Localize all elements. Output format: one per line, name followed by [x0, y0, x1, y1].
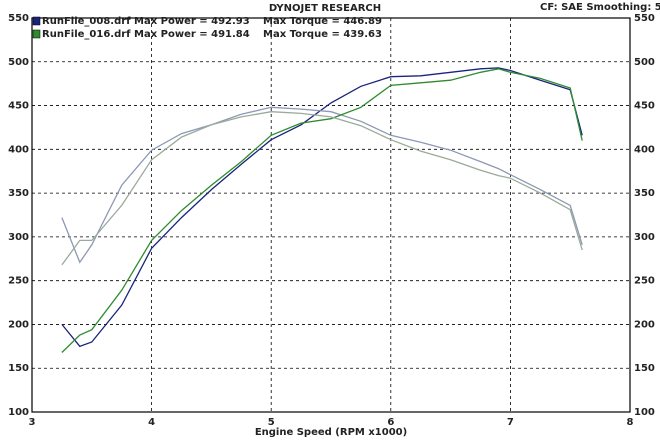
- y-tick-label: 550: [8, 13, 29, 24]
- legend-swatch: [32, 29, 41, 39]
- y2-tick-label: 250: [634, 276, 655, 287]
- plot-area: [31, 17, 631, 413]
- legend-label: Max Torque = 439.63: [263, 29, 382, 40]
- series-line: [61, 106, 583, 264]
- chart-subtitle: CF: SAE Smoothing: 5: [540, 2, 660, 13]
- x-tick-label: 4: [148, 417, 155, 428]
- legend-swatch: [32, 16, 41, 26]
- y-tick-label: 500: [8, 57, 29, 68]
- series-line: [61, 111, 583, 266]
- x-axis-label: Engine Speed (RPM x1000): [255, 427, 407, 438]
- x-tick-label: 7: [507, 417, 514, 428]
- y-tick-label: 100: [8, 407, 29, 418]
- x-tick-label: 6: [387, 417, 394, 428]
- y2-tick-label: 200: [634, 319, 655, 330]
- y-tick-label: 350: [8, 188, 29, 199]
- y2-tick-label: 350: [634, 188, 655, 199]
- series-line: [61, 67, 583, 348]
- y2-tick-label: 300: [634, 232, 655, 243]
- y-tick-label: 200: [8, 319, 29, 330]
- y2-tick-label: 150: [634, 363, 655, 374]
- x-tick-label: 3: [29, 417, 36, 428]
- x-tick-label: 8: [627, 417, 634, 428]
- series-line: [61, 68, 583, 353]
- y-tick-label: 250: [8, 276, 29, 287]
- y2-tick-label: 550: [634, 13, 655, 24]
- y2-tick-label: 450: [634, 101, 655, 112]
- legend-label: Max Torque = 446.89: [263, 16, 382, 27]
- y-tick-label: 450: [8, 101, 29, 112]
- y-tick-label: 400: [8, 144, 29, 155]
- y-tick-label: 300: [8, 232, 29, 243]
- legend-label: RunFile_016.drf Max Power = 491.84: [42, 29, 250, 40]
- chart-title: DYNOJET RESEARCH: [269, 3, 381, 14]
- y-tick-label: 150: [8, 363, 29, 374]
- y2-tick-label: 500: [634, 57, 655, 68]
- y2-tick-label: 100: [634, 407, 655, 418]
- x-tick-label: 5: [268, 417, 275, 428]
- legend-label: RunFile_008.drf Max Power = 492.93: [42, 16, 250, 27]
- y2-tick-label: 400: [634, 144, 655, 155]
